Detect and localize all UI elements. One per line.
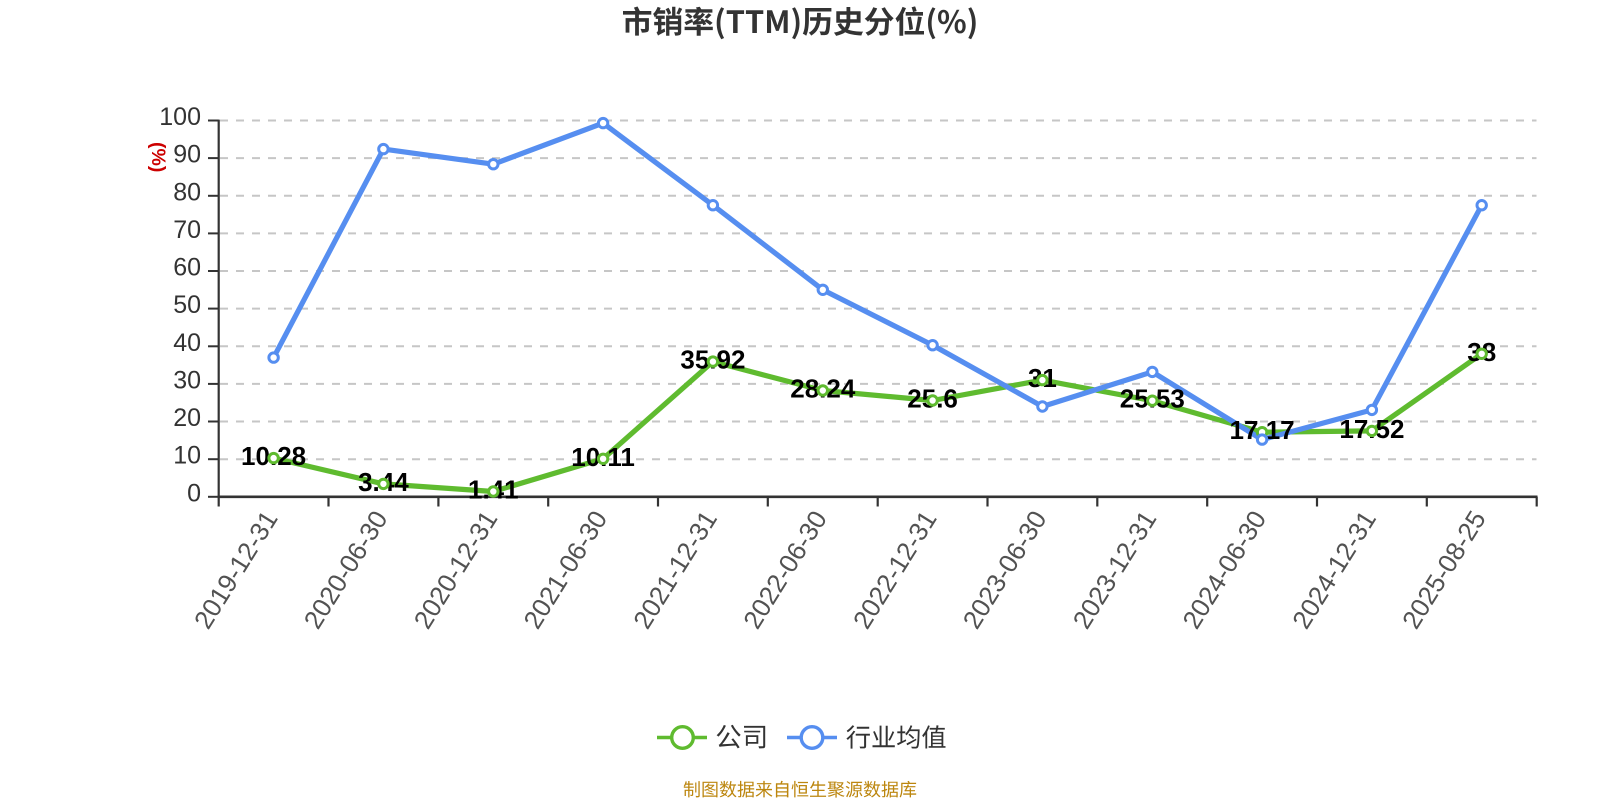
svg-text:50: 50 (173, 291, 201, 319)
svg-text:80: 80 (173, 178, 201, 206)
svg-text:(%): (%) (147, 142, 169, 172)
svg-text:20: 20 (173, 404, 201, 432)
svg-text:100: 100 (159, 103, 201, 131)
svg-text:30: 30 (173, 366, 201, 394)
svg-text:90: 90 (173, 141, 201, 169)
svg-text:60: 60 (173, 254, 201, 282)
svg-text:10: 10 (173, 442, 201, 470)
svg-text:0: 0 (187, 479, 201, 507)
svg-text:70: 70 (173, 216, 201, 244)
svg-text:40: 40 (173, 329, 201, 357)
